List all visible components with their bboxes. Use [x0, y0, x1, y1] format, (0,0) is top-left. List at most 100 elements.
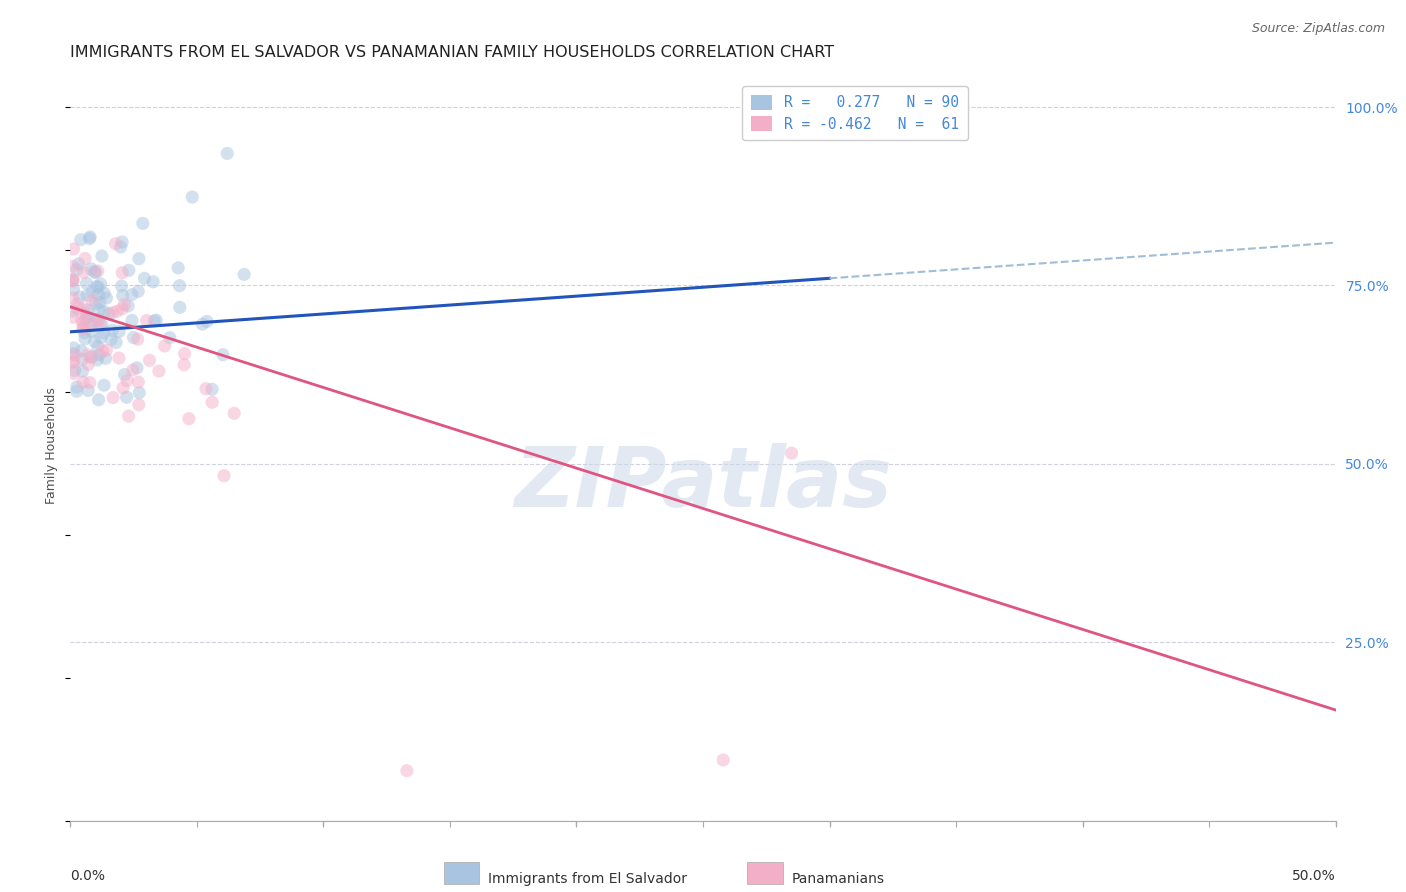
Point: [87, 302, 110, 317]
Point: [212, 348, 235, 362]
Point: [84, 297, 107, 311]
Point: [169, 301, 191, 315]
Point: [75, 306, 97, 320]
Point: [62, 260, 84, 274]
Point: [89, 348, 111, 362]
Point: [105, 335, 128, 350]
Point: [104, 236, 127, 251]
Point: [87, 340, 110, 354]
Point: [66, 297, 89, 311]
Point: [233, 268, 256, 282]
Point: [77, 384, 100, 398]
Text: 50.0%: 50.0%: [1292, 870, 1336, 883]
Point: [77, 358, 100, 372]
Point: [73, 321, 96, 335]
Text: 0.0%: 0.0%: [70, 870, 105, 883]
Point: [167, 260, 190, 275]
Point: [67, 257, 90, 271]
Point: [80, 293, 103, 307]
Point: [62, 310, 84, 325]
Point: [122, 330, 145, 344]
Point: [62, 272, 84, 286]
Point: [83, 265, 105, 279]
Point: [143, 314, 166, 328]
Point: [173, 358, 195, 372]
Point: [86, 279, 108, 293]
Point: [173, 346, 195, 360]
Point: [121, 363, 143, 377]
Point: [138, 353, 160, 368]
Point: [90, 277, 112, 291]
Point: [72, 375, 94, 389]
Point: [194, 382, 217, 396]
Point: [112, 381, 135, 395]
Point: [201, 382, 224, 396]
Point: [114, 297, 136, 311]
Point: [91, 343, 114, 358]
Point: [79, 376, 101, 390]
Point: [111, 288, 134, 302]
Point: [62, 355, 84, 369]
Point: [79, 231, 101, 245]
FancyBboxPatch shape: [748, 862, 783, 884]
Point: [224, 406, 246, 420]
Point: [96, 291, 118, 305]
Point: [145, 313, 167, 327]
Point: [86, 312, 108, 326]
Point: [780, 446, 803, 460]
Text: ZIPatlas: ZIPatlas: [515, 443, 891, 524]
Point: [134, 271, 156, 285]
Point: [115, 390, 138, 404]
Point: [711, 753, 734, 767]
Point: [117, 409, 139, 424]
Point: [98, 307, 121, 321]
Point: [94, 351, 117, 366]
Point: [89, 295, 111, 310]
Point: [101, 391, 124, 405]
Point: [63, 348, 86, 362]
Point: [181, 190, 204, 204]
Point: [62, 242, 84, 256]
Point: [110, 240, 132, 254]
Point: [110, 279, 132, 293]
Point: [80, 324, 103, 338]
Point: [93, 286, 115, 301]
Point: [87, 280, 110, 294]
Point: [128, 385, 150, 400]
Point: [108, 325, 131, 339]
Point: [84, 265, 107, 279]
Point: [76, 302, 98, 317]
Point: [108, 351, 131, 365]
Point: [159, 331, 181, 345]
Point: [91, 318, 114, 333]
Point: [127, 332, 149, 346]
Point: [86, 353, 108, 368]
Point: [93, 378, 115, 392]
Text: Panamanians: Panamanians: [792, 871, 884, 886]
Point: [63, 363, 86, 377]
Point: [73, 326, 96, 340]
Point: [76, 277, 98, 291]
Point: [87, 392, 110, 407]
Point: [125, 360, 148, 375]
Point: [96, 343, 118, 358]
Point: [121, 287, 143, 301]
Point: [217, 146, 239, 161]
Point: [79, 230, 101, 244]
Point: [76, 288, 98, 302]
FancyBboxPatch shape: [444, 862, 479, 884]
Point: [90, 249, 112, 263]
Point: [62, 304, 84, 318]
Text: IMMIGRANTS FROM EL SALVADOR VS PANAMANIAN FAMILY HOUSEHOLDS CORRELATION CHART: IMMIGRANTS FROM EL SALVADOR VS PANAMANIA…: [70, 45, 834, 61]
Point: [87, 287, 110, 301]
Point: [62, 341, 84, 355]
Point: [70, 313, 93, 327]
Point: [79, 317, 101, 331]
Point: [212, 468, 235, 483]
Point: [62, 274, 84, 288]
Point: [67, 290, 90, 304]
Point: [62, 291, 84, 305]
Point: [89, 317, 111, 331]
Point: [101, 305, 124, 319]
Text: Immigrants from El Salvador: Immigrants from El Salvador: [488, 871, 688, 886]
